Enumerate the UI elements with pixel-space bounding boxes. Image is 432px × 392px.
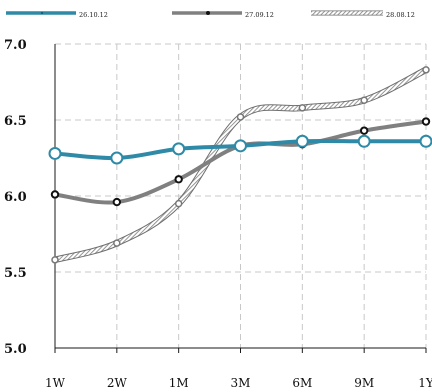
data-point xyxy=(421,117,431,126)
legend-label: 28.08.12 xyxy=(386,11,415,19)
data-point xyxy=(360,96,368,104)
data-point xyxy=(112,197,122,207)
legend-item: 28.08.12 xyxy=(311,10,415,19)
x-tick-label: 9M xyxy=(354,376,374,390)
data-point xyxy=(422,66,430,74)
data-point xyxy=(234,139,247,153)
y-tick-label: 5.5 xyxy=(4,266,27,281)
legend: 26.10.12 27.09.12 28.08.12 xyxy=(6,10,415,19)
series-26.10.12 xyxy=(48,134,432,165)
grid xyxy=(55,43,427,348)
data-point xyxy=(174,199,183,208)
y-tick-label: 7.0 xyxy=(4,38,27,53)
x-tick-label: 2W xyxy=(107,376,128,390)
series-line xyxy=(53,119,428,205)
data-point xyxy=(359,126,369,135)
x-tick-label: 3M xyxy=(231,376,251,390)
series-28.08.12 xyxy=(51,66,430,264)
y-tick-label: 5.0 xyxy=(4,342,27,357)
y-tick-label: 6.5 xyxy=(4,114,27,129)
data-point xyxy=(174,175,183,184)
series-27.09.12 xyxy=(50,117,431,207)
data-point xyxy=(51,256,59,264)
x-tick-label: 1Y xyxy=(418,376,432,390)
series-group xyxy=(48,66,432,264)
y-tick-label: 6.0 xyxy=(4,190,27,205)
data-point xyxy=(357,134,371,148)
data-point xyxy=(50,190,60,199)
data-point xyxy=(172,142,186,156)
legend-marker xyxy=(206,11,210,15)
data-point xyxy=(48,146,62,160)
legend-marker xyxy=(40,11,44,15)
x-tick-label: 1M xyxy=(169,376,189,390)
x-tick-label: 1W xyxy=(45,376,66,390)
data-point xyxy=(113,239,121,247)
legend-item: 27.09.12 xyxy=(172,11,274,19)
data-point xyxy=(295,134,309,148)
legend-label: 27.09.12 xyxy=(245,11,274,19)
data-point xyxy=(110,151,124,165)
data-point xyxy=(298,104,307,112)
x-tick-label: 6M xyxy=(292,376,312,390)
data-point xyxy=(236,113,245,121)
data-point xyxy=(419,134,432,148)
legend-item: 26.10.12 xyxy=(6,11,108,19)
tick-labels: 7.0 6.5 6.0 5.5 5.0 1W 2W 1M 3M 6M 9M 1Y xyxy=(4,38,432,390)
legend-label: 26.10.12 xyxy=(79,11,108,19)
